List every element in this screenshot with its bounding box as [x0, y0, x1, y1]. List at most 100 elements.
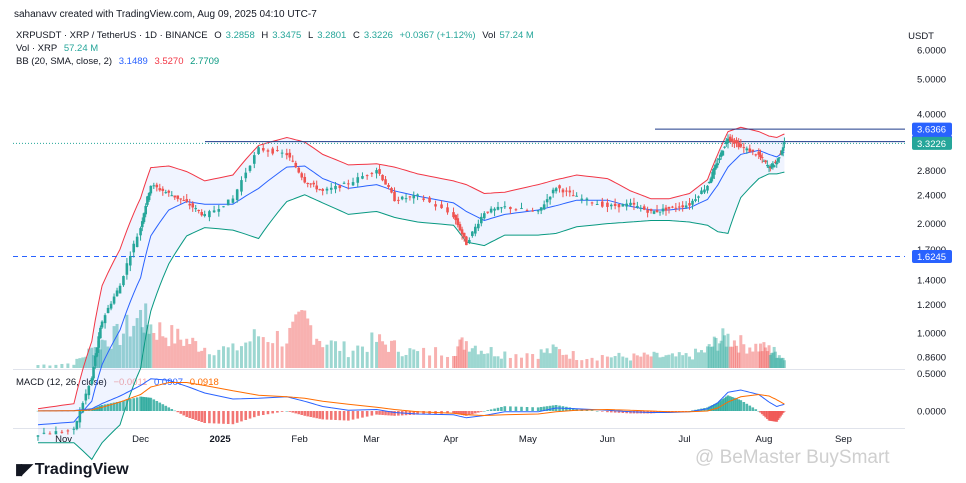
volume-bar [646, 354, 650, 368]
macd-histogram-bar [306, 411, 310, 417]
macd-histogram-bar [548, 405, 552, 411]
bollinger-legend[interactable]: BB (20, SMA, close, 2) 3.1489 3.5270 2.7… [16, 56, 223, 67]
candle-body [370, 173, 374, 175]
volume-bar [642, 352, 646, 368]
candle-body [520, 208, 523, 210]
volume-bar [280, 346, 284, 368]
candle-body [261, 148, 265, 151]
volume-bar [132, 325, 136, 368]
candle-body [334, 185, 337, 190]
volume-bar [244, 342, 248, 368]
macd-histogram-bar [757, 411, 761, 412]
volume-bar [375, 341, 379, 368]
candle-body [235, 189, 239, 200]
candle-body [735, 139, 738, 144]
macd-histogram-bar [458, 411, 462, 415]
time-tick-label: Dec [132, 434, 149, 445]
volume-bar [384, 344, 388, 368]
candle-body [446, 207, 449, 213]
volume-bar [338, 350, 342, 368]
candle-body [140, 221, 144, 228]
volume-bar [271, 343, 275, 368]
candle-body [173, 195, 177, 198]
volume-bar [446, 356, 450, 368]
macd-histogram-bar [140, 396, 144, 411]
time-axis[interactable]: Nov Dec 2025 Feb Mar Apr May Jun Jul Aug Sep [55, 434, 852, 445]
price-tag[interactable] [912, 136, 952, 150]
candle-body [294, 162, 298, 168]
candle-body [714, 164, 718, 169]
volume-bar [503, 351, 507, 368]
volume-bar [771, 352, 775, 368]
volume-bar [54, 364, 58, 368]
candle-body [347, 183, 350, 185]
candle-body [585, 198, 589, 201]
volume-bar [781, 357, 785, 368]
macd-histogram-bar [226, 411, 230, 424]
candle-body [306, 182, 310, 185]
volume-bar [248, 341, 252, 368]
macd-histogram-bar [754, 409, 758, 411]
macd-histogram-bar [109, 403, 113, 411]
macd-histogram-bar [601, 411, 604, 412]
macd-histogram-bar [456, 411, 460, 415]
macd-histogram-bar [609, 411, 613, 413]
candle-body [428, 197, 431, 203]
volume-bar [629, 360, 633, 368]
macd-histogram-bar [565, 406, 568, 411]
time-tick-label: Jun [600, 434, 615, 445]
candle-body [87, 385, 91, 396]
macd-histogram-bar [748, 405, 752, 411]
volume-bar [762, 342, 766, 368]
volume-legend[interactable]: Vol · XRP 57.24 M [16, 43, 102, 54]
candle-body [703, 189, 706, 193]
volume-bar [571, 351, 575, 368]
candle-body [629, 202, 632, 206]
candle-body [257, 147, 260, 154]
macd-histogram-bar [460, 411, 464, 415]
volume-bar [106, 346, 110, 368]
price-axis[interactable]: 6.00005.00004.00002.80002.40002.00001.70… [912, 46, 952, 418]
macd-histogram-bar [416, 411, 419, 415]
volume-bar [739, 335, 743, 368]
macd-histogram-bar [474, 411, 477, 414]
macd-histogram-bar [129, 399, 132, 411]
price-tag[interactable] [912, 249, 952, 263]
symbol-name[interactable]: XRPUSDT · XRP / TetherUS · 1D · BINANCE [16, 30, 208, 41]
price-tag[interactable] [912, 122, 952, 136]
price-tick-label: 2.0000 [917, 219, 946, 230]
volume-bar [539, 349, 543, 368]
macd-histogram-bar [200, 411, 204, 422]
candle-body [149, 185, 153, 194]
volume-bar [664, 355, 668, 368]
candle-body [338, 185, 342, 189]
candle-body [661, 208, 665, 212]
macd-signal-value: 0.0918 [189, 377, 219, 388]
symbol-legend: XRPUSDT · XRP / TetherUS · 1D · BINANCE … [16, 30, 538, 41]
volume-bar [545, 348, 549, 368]
bb-label: BB (20, SMA, close, 2) [16, 56, 113, 67]
candle-body [766, 165, 769, 167]
candle-body [271, 148, 274, 154]
candle-body [558, 185, 561, 189]
volume-readout: Vol 57.24 M [482, 30, 534, 41]
candle-body [477, 223, 480, 229]
volume-bar [155, 339, 159, 368]
bb-lower-value: 2.7709 [190, 56, 220, 67]
ohlc-close: C 3.3226 [352, 30, 393, 41]
candle-body [757, 151, 761, 155]
volume-bar [464, 341, 468, 368]
macd-histogram-bar [170, 409, 174, 411]
macd-histogram-bar [240, 411, 243, 422]
macd-histogram-bar [99, 405, 102, 411]
macd-histogram-bar [446, 411, 449, 414]
volume-bar [525, 353, 529, 368]
volume-bar [158, 322, 162, 368]
candle-body [500, 207, 503, 209]
candle-body [191, 203, 195, 208]
price-tick-label: 5.0000 [917, 74, 946, 85]
macd-histogram-bar [197, 411, 201, 421]
candle-body [75, 420, 79, 430]
volume-bar [775, 357, 779, 368]
